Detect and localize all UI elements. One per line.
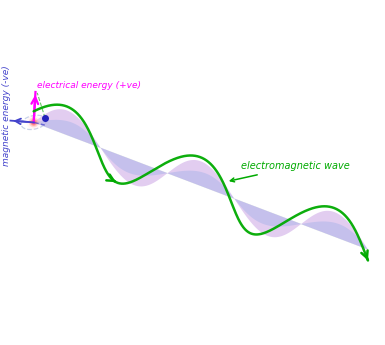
Polygon shape: [100, 148, 167, 176]
Polygon shape: [100, 148, 167, 186]
Polygon shape: [234, 199, 301, 237]
Circle shape: [31, 119, 37, 125]
Circle shape: [29, 118, 38, 127]
Polygon shape: [234, 199, 301, 227]
Polygon shape: [33, 109, 100, 148]
Text: electromagnetic wave: electromagnetic wave: [230, 161, 350, 182]
Text: electrical energy (+ve): electrical energy (+ve): [37, 81, 141, 90]
Circle shape: [33, 121, 35, 123]
Polygon shape: [301, 221, 368, 249]
Text: magnetic energy (-ve): magnetic energy (-ve): [2, 65, 12, 166]
Polygon shape: [167, 160, 234, 199]
Circle shape: [32, 121, 35, 124]
Polygon shape: [167, 171, 234, 199]
Polygon shape: [301, 211, 368, 249]
Polygon shape: [33, 120, 100, 148]
Circle shape: [27, 116, 40, 129]
